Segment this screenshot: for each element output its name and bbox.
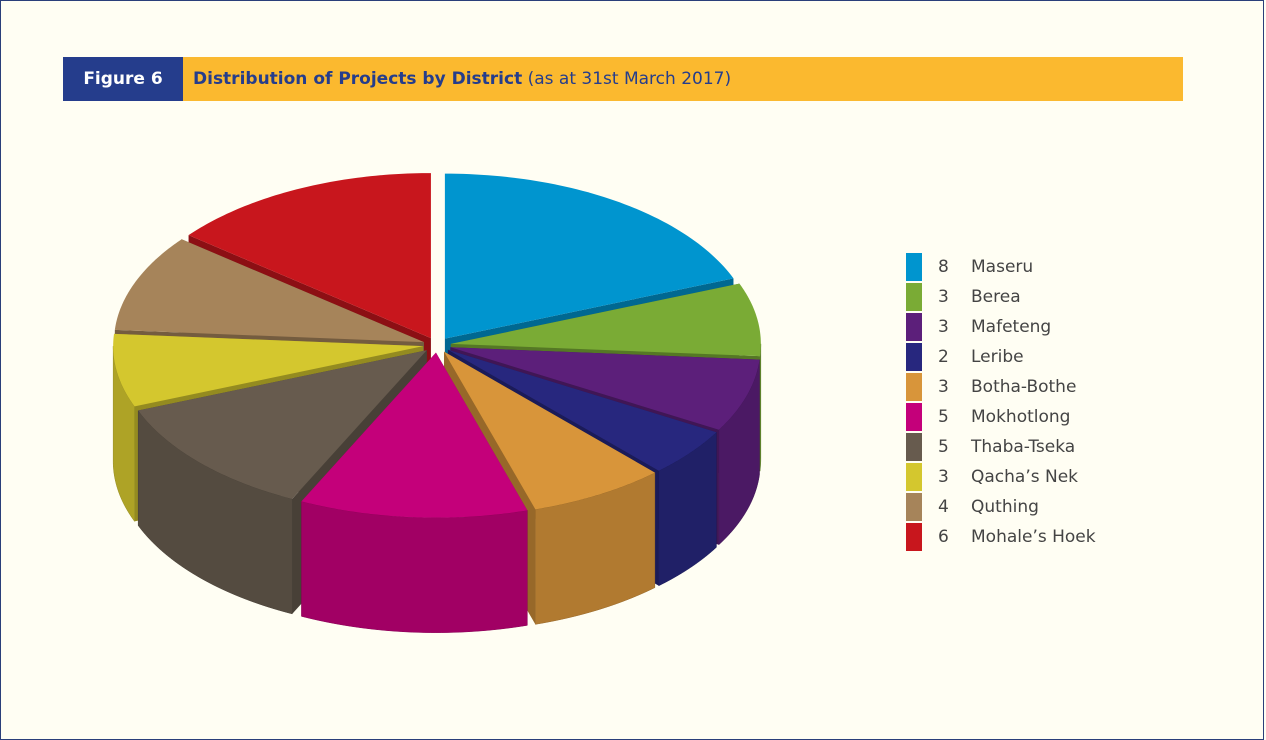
pie-slice [447, 349, 717, 471]
pie-slice [113, 333, 424, 407]
legend-swatch [906, 493, 922, 521]
legend-value: 4 [938, 497, 949, 517]
chart-subtitle: (as at 31st March 2017) [527, 69, 732, 89]
pie-slice [450, 347, 760, 430]
legend-swatch [906, 463, 922, 491]
legend-label: Mokhotlong [971, 407, 1070, 427]
legend-value: 2 [938, 347, 949, 367]
pie-slice [444, 351, 655, 510]
legend-label: Mohale’s Hoek [971, 527, 1096, 547]
chart-title: Distribution of Projects by District [193, 69, 523, 89]
legend-value: 3 [938, 467, 949, 487]
legend-value: 8 [938, 257, 949, 277]
legend-swatch [906, 523, 922, 551]
legend-value: 3 [938, 287, 949, 307]
legend-swatch [906, 343, 922, 371]
legend-value: 3 [938, 377, 949, 397]
legend-label: Botha-Bothe [971, 377, 1076, 397]
legend-value: 5 [938, 437, 949, 457]
figure-label: Figure 6 [63, 57, 183, 101]
legend-label: Qacha’s Nek [971, 467, 1078, 487]
pie-slice [301, 352, 528, 518]
legend-swatch [906, 403, 922, 431]
slice-wall [301, 501, 528, 633]
legend-swatch [906, 253, 922, 281]
legend-label: Maseru [971, 257, 1033, 277]
legend-value: 5 [938, 407, 949, 427]
slice-wall [759, 343, 762, 472]
legend-swatch [906, 313, 922, 341]
legend-label: Mafeteng [971, 317, 1051, 337]
pie-slice [444, 173, 734, 339]
pie-slice [114, 239, 424, 343]
legend-value: 6 [938, 527, 949, 547]
title-bar: Distribution of Projects by District (as… [183, 57, 1183, 101]
pie-slice [450, 283, 761, 357]
legend-value: 3 [938, 317, 949, 337]
legend-label: Thaba-Tseka [970, 437, 1075, 457]
legend-swatch [906, 283, 922, 311]
legend-label: Quthing [971, 497, 1039, 517]
legend-swatch [906, 433, 922, 461]
legend-label: Leribe [971, 347, 1024, 367]
legend-label: Berea [971, 287, 1021, 307]
pie-slice [138, 350, 427, 499]
chart: 8 Maseru 3 Berea 3 Mafeteng 2 Leribe 3 Botha-Both… [112, 173, 1096, 633]
pie-slice [188, 173, 431, 339]
legend-swatch [906, 373, 922, 401]
